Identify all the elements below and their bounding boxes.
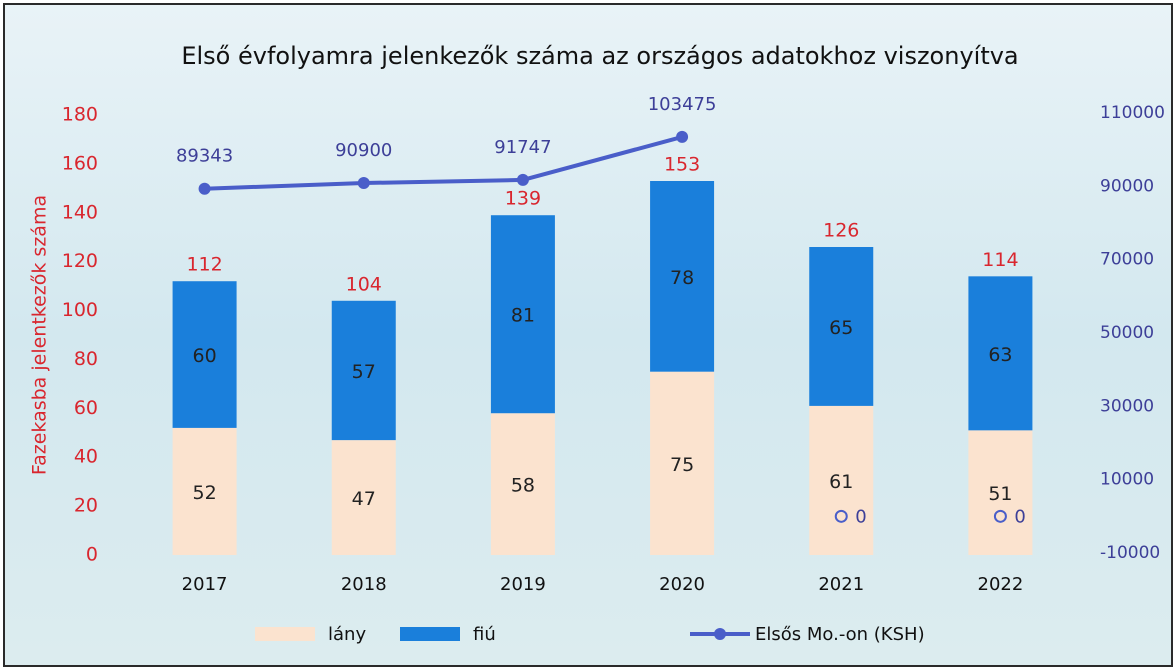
bar-segment: [809, 405, 874, 555]
x-tick-label: 2020: [659, 574, 705, 595]
chart-title: Első évfolyamra jelenkezők száma az orsz…: [181, 42, 1018, 70]
line-segment: [363, 177, 523, 186]
total-label: 112: [186, 254, 222, 276]
data-label: 52: [192, 482, 216, 504]
y2-tick-label: 90000: [1100, 176, 1154, 196]
line-marker: [198, 182, 211, 195]
bar-segment: [172, 281, 237, 428]
y-tick-label: 100: [62, 299, 98, 321]
x-tick-label: 2021: [818, 574, 864, 595]
legend-label: lány: [328, 624, 366, 645]
data-label: 61: [829, 471, 853, 493]
y2-tick-label: -10000: [1100, 543, 1160, 563]
y2-tick-label: 10000: [1100, 470, 1154, 490]
y-tick-label: 120: [62, 250, 98, 272]
legend-marker: [714, 628, 726, 640]
y-tick-label: 40: [74, 446, 98, 468]
y2-tick-label: 30000: [1100, 396, 1154, 416]
x-tick-label: 2019: [500, 574, 546, 595]
bar-segment: [331, 300, 396, 441]
line-label: 0: [855, 506, 866, 527]
legend: lány fiú Elsős Mo.-on (KSH): [255, 624, 925, 645]
line-label: 91747: [494, 137, 551, 158]
data-label: 65: [829, 317, 853, 339]
legend-swatch: [255, 627, 315, 641]
data-label: 58: [511, 475, 535, 497]
y-tick-label: 20: [74, 495, 98, 517]
bar-segment: [650, 371, 715, 555]
x-tick-label: 2022: [978, 574, 1024, 595]
y-tick-label: 0: [86, 544, 98, 566]
total-label: 153: [664, 154, 700, 176]
y-axis-label: Fazekasba jelentkezők száma: [29, 195, 51, 475]
data-label: 78: [670, 267, 694, 289]
y-tick-label: 180: [62, 104, 98, 126]
line-label: 90900: [335, 140, 392, 161]
line-marker: [993, 509, 1007, 523]
line-label: 0: [1014, 506, 1025, 527]
legend-label: Elsős Mo.-on (KSH): [755, 624, 925, 645]
y-tick-label: 140: [62, 201, 98, 223]
bar-segment: [650, 181, 715, 372]
bar-segment: [809, 247, 874, 406]
line-segment: [204, 181, 364, 191]
y2-tick-label: 110000: [1100, 103, 1165, 123]
x-tick-label: 2018: [341, 574, 387, 595]
legend-label: fiú: [473, 624, 496, 645]
total-label: 104: [346, 273, 382, 295]
x-tick-label: 2017: [182, 574, 228, 595]
data-label: 57: [352, 361, 376, 383]
legend-swatch: [400, 627, 460, 641]
data-label: 47: [352, 488, 376, 510]
data-label: 63: [988, 344, 1012, 366]
line-marker: [834, 509, 848, 523]
bar-segment: [331, 440, 396, 555]
line-marker: [516, 173, 529, 186]
data-label: 75: [670, 454, 694, 476]
bar-segment: [490, 215, 555, 414]
line-label: 103475: [648, 94, 717, 115]
bar-segment: [172, 427, 237, 555]
data-label: 81: [511, 305, 535, 327]
y-tick-label: 160: [62, 152, 98, 174]
data-label: 51: [988, 483, 1012, 505]
line-marker: [357, 177, 370, 190]
bar-segment: [968, 430, 1033, 555]
bar-segment: [968, 276, 1033, 431]
total-label: 139: [505, 188, 541, 210]
y-tick-label: 80: [74, 348, 98, 370]
y-tick-label: 60: [74, 397, 98, 419]
y2-tick-label: 50000: [1100, 323, 1154, 343]
line-marker: [676, 130, 689, 143]
line-segment: [522, 134, 683, 182]
total-label: 126: [823, 220, 859, 242]
data-label: 60: [192, 345, 216, 367]
bar-segment: [490, 413, 555, 555]
y2-tick-label: 70000: [1100, 250, 1154, 270]
line-label: 89343: [176, 146, 233, 167]
total-label: 114: [982, 249, 1018, 271]
